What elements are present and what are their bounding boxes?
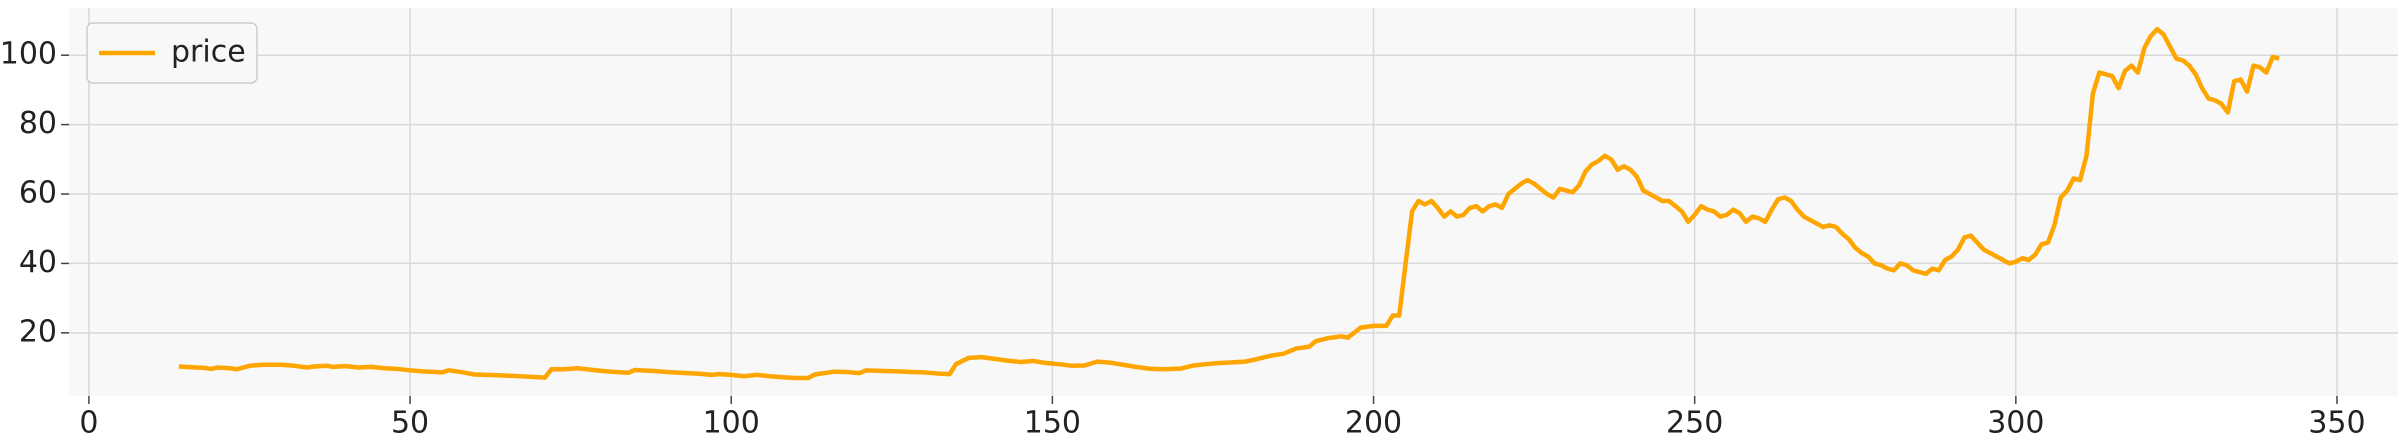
y-tick-label: 40 [19, 245, 57, 280]
x-tick-label: 100 [703, 406, 760, 441]
x-tick-label: 350 [2308, 406, 2365, 441]
line [178, 26, 2280, 381]
y-tick-label: 20 [19, 314, 57, 349]
x-tick-label: 300 [1987, 406, 2044, 441]
y-tick-label: 100 [0, 37, 57, 72]
legend-box [86, 22, 258, 84]
x-tick-label: 50 [391, 406, 429, 441]
legend-label: price [171, 35, 246, 70]
y-tick-label: 80 [19, 106, 57, 141]
x-tick-label: 150 [1024, 406, 1081, 441]
y-tick-label: 60 [19, 176, 57, 211]
plot-area [69, 8, 2398, 396]
x-tick-label: 0 [79, 406, 98, 441]
x-tick-label: 250 [1666, 406, 1723, 441]
x-tick-label: 200 [1345, 406, 1402, 441]
